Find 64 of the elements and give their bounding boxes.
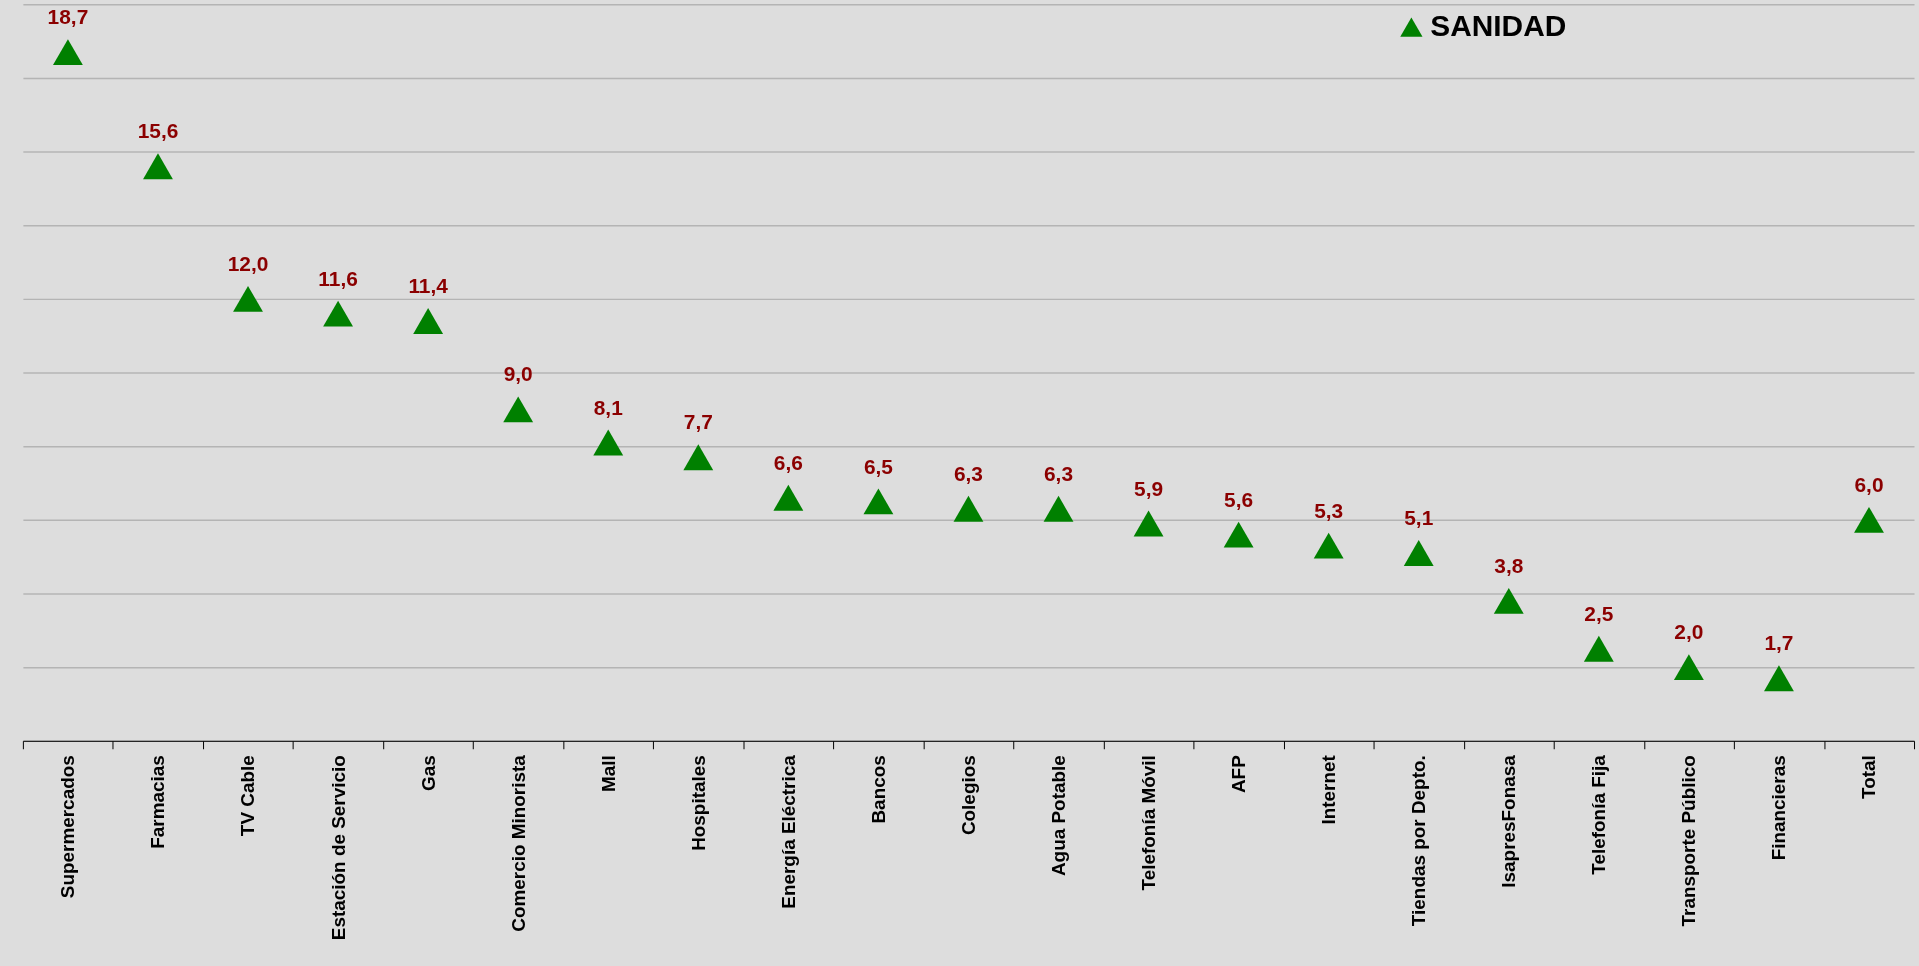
data-label: 6,5 xyxy=(863,454,894,478)
data-label: 18,7 xyxy=(47,5,89,29)
x-tick-label: Transporte Público xyxy=(1678,755,1700,927)
x-tick-label: Agua Potable xyxy=(1047,755,1069,877)
x-tick-label: Colegios xyxy=(957,755,979,836)
data-label: 2,0 xyxy=(1674,620,1704,644)
point xyxy=(683,444,714,471)
x-tick-label: Supermercados xyxy=(57,755,79,899)
legend-label: SANIDAD xyxy=(1430,9,1567,43)
x-tick-label: AFP xyxy=(1228,755,1250,794)
x-tick-label: Mall xyxy=(597,755,619,793)
point xyxy=(52,39,83,66)
point xyxy=(1133,510,1164,537)
data-label: 6,3 xyxy=(1043,461,1074,485)
x-tick-label: TV Cable xyxy=(237,755,259,837)
x-tick-label: Telefonía Fija xyxy=(1588,754,1610,875)
data-label: 1,7 xyxy=(1764,631,1794,655)
data-label: 5,9 xyxy=(1134,476,1164,500)
data-label: 8,1 xyxy=(593,395,624,419)
x-tick-label: Financieras xyxy=(1768,755,1790,861)
data-label: 9,0 xyxy=(503,362,533,386)
point xyxy=(1854,506,1884,533)
x-tick-label: Tiendas por Depto. xyxy=(1408,755,1430,927)
data-label: 7,7 xyxy=(683,410,713,434)
x-tick-label: Bancos xyxy=(867,755,889,824)
x-tick-label: Total xyxy=(1858,755,1880,799)
point xyxy=(863,488,894,515)
x-tick-label: Comercio Minorista xyxy=(507,754,529,932)
point xyxy=(143,153,173,180)
point xyxy=(953,495,984,522)
data-label: 2,5 xyxy=(1584,601,1614,625)
point xyxy=(1673,654,1704,681)
point xyxy=(773,484,804,511)
point xyxy=(233,285,263,312)
x-tick-label: Telefonía Móvil xyxy=(1138,755,1160,891)
x-tick-label: Gas xyxy=(417,755,439,791)
point xyxy=(1493,587,1524,614)
data-label: 6,3 xyxy=(953,461,983,485)
point xyxy=(413,308,444,334)
data-label: 12,0 xyxy=(227,252,269,276)
x-tick-label: Energía Eléctrica xyxy=(777,754,799,909)
data-label: 5,1 xyxy=(1404,506,1434,530)
point xyxy=(593,429,624,456)
point xyxy=(1223,521,1254,548)
point xyxy=(503,396,534,423)
data-label: 5,3 xyxy=(1314,498,1344,522)
x-tick-label: IsapresFonasa xyxy=(1498,754,1520,888)
data-label: 6,0 xyxy=(1854,472,1884,496)
point xyxy=(1403,540,1434,566)
data-label: 15,6 xyxy=(137,119,179,143)
x-tick-label: Farmacias xyxy=(147,755,169,849)
data-label: 11,4 xyxy=(408,274,449,298)
x-tick-label: Internet xyxy=(1318,754,1340,825)
data-label: 3,8 xyxy=(1494,553,1524,577)
data-label: 5,6 xyxy=(1224,487,1254,511)
data-label: 6,6 xyxy=(773,450,803,474)
point xyxy=(1764,665,1794,692)
data-label: 11,6 xyxy=(318,266,358,290)
x-tick-label: Estación de Servicio xyxy=(327,755,349,941)
x-tick-label: Hospitales xyxy=(687,755,709,851)
point xyxy=(1313,532,1344,559)
point xyxy=(1043,495,1074,522)
point xyxy=(323,300,354,327)
point xyxy=(1583,635,1614,662)
